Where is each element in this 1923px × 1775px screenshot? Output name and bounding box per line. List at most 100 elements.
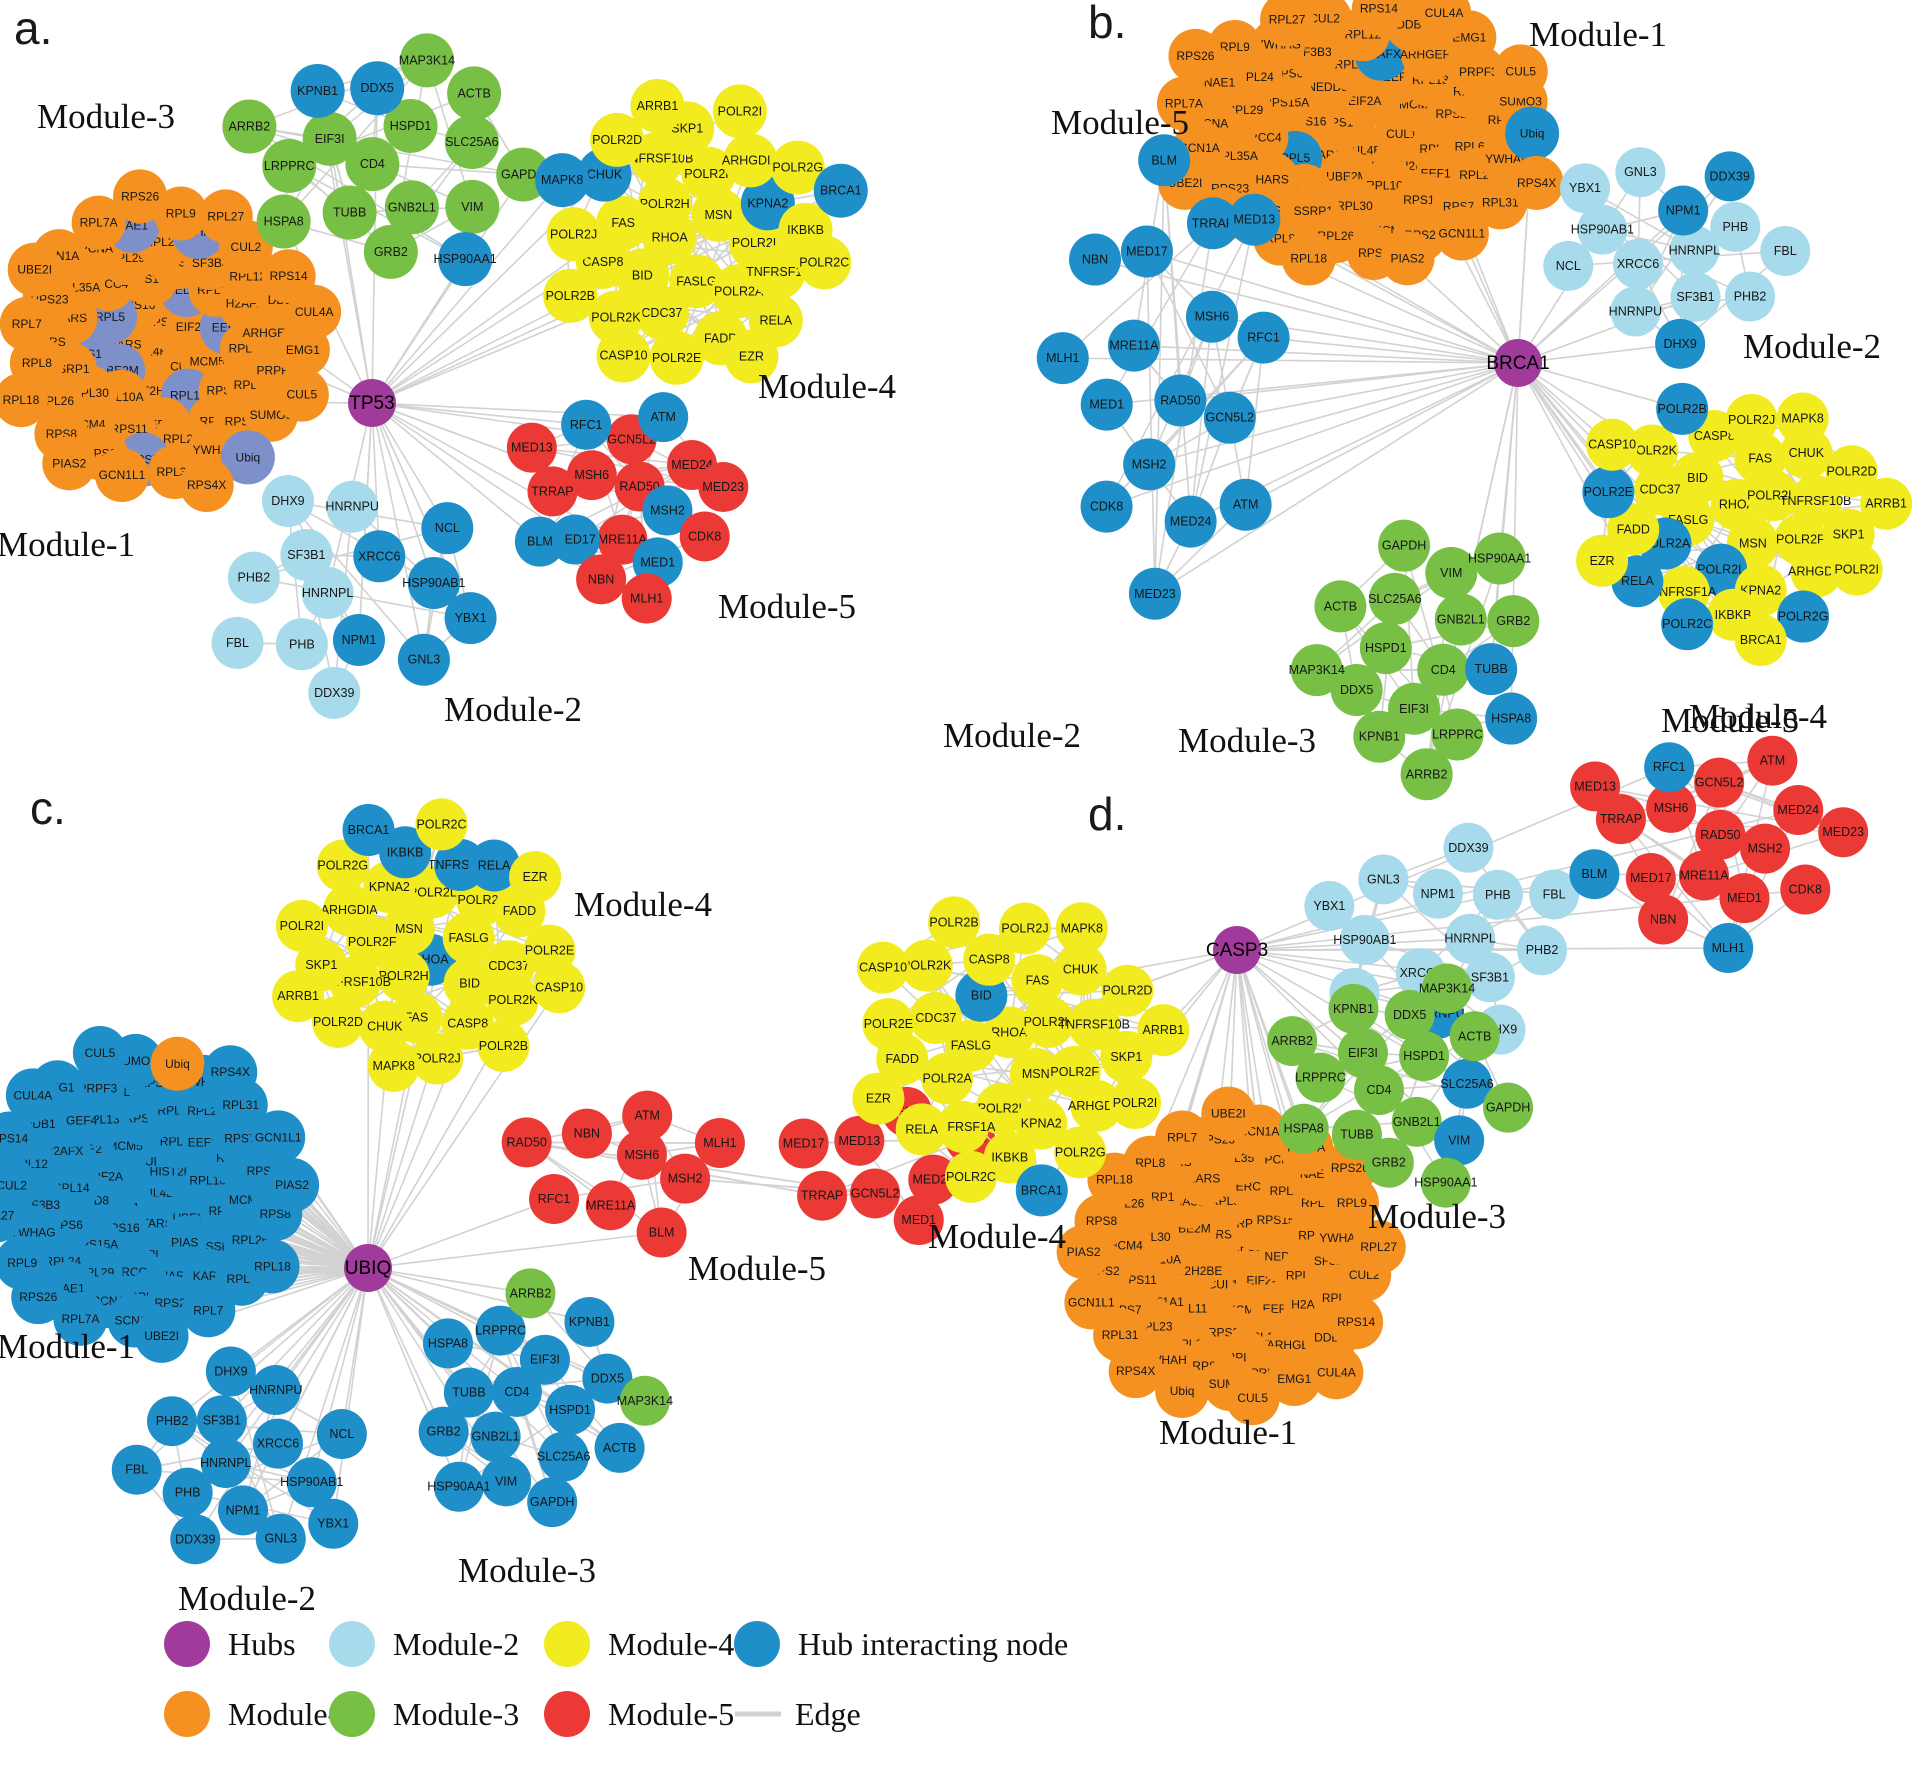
node-label-PRPF3: PRPF3 bbox=[78, 1081, 117, 1095]
node-BRCA1 bbox=[813, 163, 868, 218]
node-label-TRRAP: TRRAP bbox=[1600, 812, 1642, 826]
node-label-LRPPRC: LRPPRC bbox=[1432, 727, 1483, 741]
node-RPL27 bbox=[1260, 0, 1315, 47]
node-label-XRCC6: XRCC6 bbox=[1617, 257, 1659, 271]
nodes-layer: CUL4BRPS13CUL1TARSEIF2AHIST2H2BERPS16MCM… bbox=[0, 798, 995, 1565]
module-label-module4-a: Module-4 bbox=[758, 367, 896, 406]
node-label-MED13: MED13 bbox=[1233, 213, 1275, 227]
node-label-POLR2L: POLR2L bbox=[978, 1102, 1026, 1116]
node-label-KPNA2: KPNA2 bbox=[1021, 1117, 1062, 1131]
node-label-RELA: RELA bbox=[905, 1122, 938, 1136]
hub-edge bbox=[367, 1231, 662, 1269]
node-label-MAPK8: MAPK8 bbox=[373, 1059, 415, 1073]
node-label-NCL: NCL bbox=[1556, 259, 1581, 273]
edge bbox=[675, 160, 752, 359]
node-RPL7A bbox=[53, 1291, 108, 1346]
node-label-GCN1L1: GCN1L1 bbox=[1068, 1295, 1115, 1309]
node-POLR2B bbox=[928, 896, 981, 949]
node-POLR2K bbox=[486, 974, 539, 1027]
node-label-POLR2E: POLR2E bbox=[525, 944, 574, 958]
node-label-POLR2A: POLR2A bbox=[714, 284, 764, 298]
node-MED1 bbox=[1719, 873, 1770, 924]
node-label-BLM: BLM bbox=[1582, 867, 1608, 881]
legend-item-module-4-swatch bbox=[544, 1621, 590, 1667]
node-FBL bbox=[111, 1444, 162, 1495]
node-RPS4X bbox=[1108, 1344, 1163, 1399]
hub-edge bbox=[1263, 336, 1519, 364]
node-label-CDC37: CDC37 bbox=[915, 1011, 956, 1025]
node-label-TNFRSF10B: TNFRSF10B bbox=[1058, 1018, 1130, 1032]
node-ARRB2 bbox=[1400, 748, 1453, 801]
node-label-BLM: BLM bbox=[1151, 153, 1177, 167]
node-label-RFC1: RFC1 bbox=[1247, 331, 1280, 345]
node-label-KPNA2: KPNA2 bbox=[369, 880, 410, 894]
node-label-ARRB1: ARRB1 bbox=[1143, 1023, 1185, 1037]
node-label-POLR2I: POLR2I bbox=[718, 104, 762, 118]
node-KPNB1 bbox=[1353, 710, 1406, 763]
node-ARHGDIA bbox=[1790, 545, 1843, 598]
node-label-RPL8: RPL8 bbox=[1135, 1156, 1165, 1170]
module-label-module2-b: Module-2 bbox=[1743, 327, 1881, 366]
node-label-POLR2B: POLR2B bbox=[546, 289, 595, 303]
node-label-MLH1: MLH1 bbox=[1712, 941, 1745, 955]
node-FAS bbox=[1011, 954, 1064, 1007]
node-label-CDK8: CDK8 bbox=[1789, 883, 1822, 897]
node-label-MAP3K14: MAP3K14 bbox=[399, 53, 455, 67]
node-label-RPL27: RPL27 bbox=[0, 1209, 15, 1223]
node-label-POLR2B: POLR2B bbox=[479, 1039, 528, 1053]
node-label-MRE11A: MRE11A bbox=[598, 533, 648, 547]
module-label-module4-c: Module-4 bbox=[574, 885, 712, 924]
node-GAPDH bbox=[1483, 1082, 1534, 1133]
node-NBN bbox=[576, 554, 627, 605]
node-EZR bbox=[1576, 534, 1629, 587]
node-RPS14 bbox=[1329, 1295, 1384, 1350]
node-ARHGDIA bbox=[1070, 1079, 1123, 1132]
node-label-TUBB: TUBB bbox=[1340, 1128, 1373, 1142]
node-MAPK8 bbox=[1776, 392, 1829, 445]
hub-edge bbox=[1154, 362, 1519, 595]
node-ATM bbox=[638, 392, 689, 443]
node-RPS4X bbox=[179, 458, 234, 513]
node-RFC1 bbox=[1644, 742, 1695, 793]
edge bbox=[287, 500, 425, 661]
node-XRCC6 bbox=[1613, 238, 1664, 289]
node-HSPD1 bbox=[1399, 1031, 1450, 1082]
node-POLR2J bbox=[1725, 393, 1778, 446]
node-label-POLR2H: POLR2H bbox=[1747, 488, 1797, 502]
node-HSP90AA1 bbox=[1420, 1157, 1471, 1208]
legend: Hubs Module-2 Module-4 Hub interacting node… bbox=[164, 1621, 1068, 1737]
node-MRE11A bbox=[1107, 319, 1160, 372]
node-label-POLR2C: POLR2C bbox=[416, 817, 466, 831]
node-label-TRRAP: TRRAP bbox=[801, 1189, 843, 1203]
node-TUBB bbox=[1465, 643, 1518, 696]
node-LRPPRC bbox=[1431, 708, 1484, 761]
node-label-MED17: MED17 bbox=[783, 1136, 825, 1150]
node-DDX5 bbox=[350, 61, 405, 116]
node-label-RPS26: RPS26 bbox=[121, 189, 159, 203]
node-label-RHOA: RHOA bbox=[1719, 498, 1756, 512]
node-label-RPS4X: RPS4X bbox=[1116, 1364, 1155, 1378]
node-SF3B1 bbox=[1670, 271, 1721, 322]
node-label-DDX39: DDX39 bbox=[175, 1532, 215, 1546]
node-label-HNRNPU: HNRNPU bbox=[249, 1383, 302, 1397]
node-label-VIM: VIM bbox=[1440, 566, 1462, 580]
node-Ubiq bbox=[150, 1036, 205, 1091]
node-CDC37 bbox=[634, 285, 689, 340]
node-ARRB1 bbox=[1137, 1004, 1190, 1057]
node-CUL4A bbox=[1417, 0, 1472, 40]
node-HSPD1 bbox=[545, 1384, 596, 1435]
node-MLH1 bbox=[1036, 332, 1089, 385]
legend-item-hubs-swatch bbox=[164, 1621, 210, 1667]
node-label-HSP90AB1: HSP90AB1 bbox=[402, 576, 465, 590]
hub-edge bbox=[367, 1267, 590, 1323]
node-label-DDX5: DDX5 bbox=[361, 81, 394, 95]
node-MED17 bbox=[1120, 225, 1173, 278]
node-PHB2 bbox=[1725, 271, 1776, 322]
hub-label-BRCA1: BRCA1 bbox=[1486, 353, 1549, 374]
edge bbox=[531, 446, 693, 466]
module-label-module2-d: Module-2 bbox=[943, 716, 1081, 755]
node-label-DDX5: DDX5 bbox=[1393, 1008, 1426, 1022]
hub-edge bbox=[1094, 258, 1519, 364]
node-label-EIF3I: EIF3I bbox=[1399, 702, 1429, 716]
